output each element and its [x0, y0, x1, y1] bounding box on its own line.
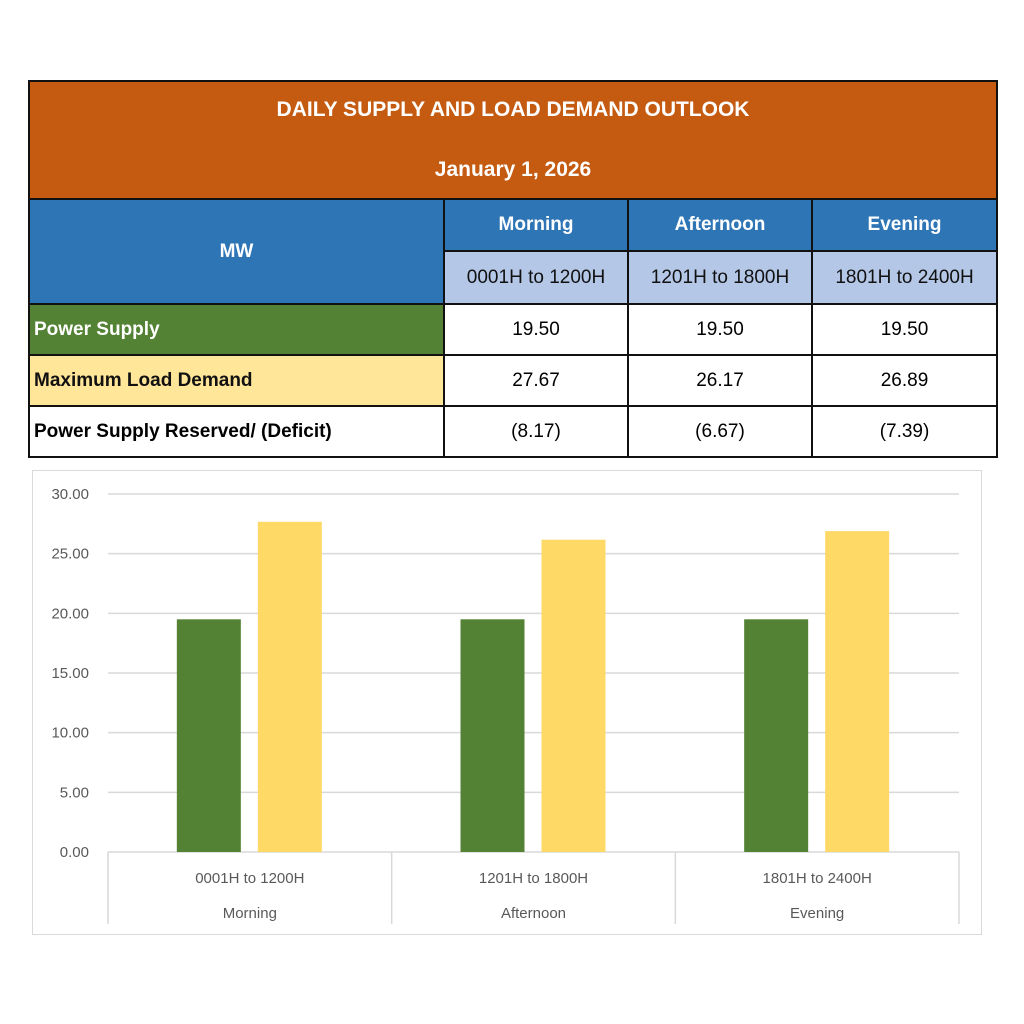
- row-label: Maximum Load Demand: [28, 354, 445, 407]
- x-tick-label: 1201H to 1800H: [479, 870, 588, 887]
- y-tick-label: 10.00: [51, 725, 89, 742]
- row-label: Power Supply Reserved/ (Deficit): [28, 405, 445, 458]
- x-tick-label: 0001H to 1200H: [195, 870, 304, 887]
- cell: 26.89: [810, 354, 999, 407]
- table-row: Power Supply Reserved/ (Deficit) (8.17) …: [28, 405, 999, 458]
- x-group-label: Morning: [223, 905, 277, 922]
- row-label: Power Supply: [28, 303, 445, 356]
- bar: [825, 531, 890, 852]
- table-row: Maximum Load Demand 27.67 26.17 26.89: [28, 354, 999, 407]
- y-tick-label: 30.00: [51, 486, 89, 503]
- y-tick-label: 20.00: [51, 605, 89, 622]
- cell: (8.17): [443, 405, 629, 458]
- cell: 27.67: [443, 354, 629, 407]
- period-range: 0001H to 1200H: [443, 250, 629, 305]
- x-group-label: Afternoon: [501, 905, 566, 922]
- chart-svg: 0.00 5.00 10.00 15.00 20.00 25.00 30.00 0001H t…: [51, 486, 960, 924]
- table-title-cell: DAILY SUPPLY AND LOAD DEMAND OUTLOOK Jan…: [27, 80, 999, 200]
- bar: [257, 521, 322, 852]
- x-group-label: Evening: [790, 905, 844, 922]
- cell: 26.17: [627, 354, 813, 407]
- y-tick-label: 25.00: [51, 546, 89, 563]
- period-range: 1201H to 1800H: [627, 250, 813, 305]
- cell: 19.50: [627, 303, 813, 356]
- bar: [744, 619, 809, 852]
- bar-chart: 0.00 5.00 10.00 15.00 20.00 25.00 30.00 0001H t…: [32, 470, 982, 935]
- bar: [541, 539, 606, 852]
- unit-header: MW: [28, 198, 445, 305]
- period-header: Evening: [810, 198, 999, 252]
- y-tick-label: 15.00: [51, 665, 89, 682]
- x-tick-label: 1801H to 2400H: [763, 870, 872, 887]
- period-header: Morning: [443, 198, 629, 252]
- bar: [460, 619, 525, 852]
- cell: (6.67): [627, 405, 813, 458]
- bar: [176, 619, 241, 852]
- cell: (7.39): [810, 405, 999, 458]
- table-row: Power Supply 19.50 19.50 19.50: [28, 303, 999, 356]
- cell: 19.50: [443, 303, 629, 356]
- supply-demand-table: DAILY SUPPLY AND LOAD DEMAND OUTLOOK Jan…: [27, 80, 999, 458]
- y-tick-label: 0.00: [60, 844, 89, 861]
- period-header: Afternoon: [627, 198, 813, 252]
- table-date: January 1, 2026: [434, 158, 592, 181]
- cell: 19.50: [810, 303, 999, 356]
- period-range: 1801H to 2400H: [810, 250, 999, 305]
- y-tick-label: 5.00: [60, 784, 89, 801]
- table-title: DAILY SUPPLY AND LOAD DEMAND OUTLOOK: [276, 98, 750, 121]
